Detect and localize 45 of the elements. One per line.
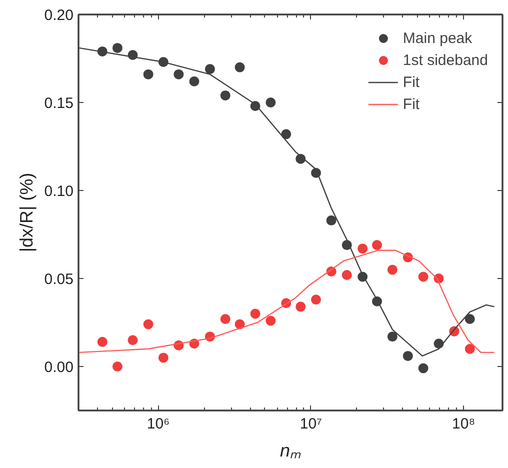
point	[418, 363, 428, 374]
point	[296, 302, 306, 312]
point	[358, 244, 368, 254]
x-axis-title: nₘ	[280, 440, 302, 460]
point	[311, 294, 322, 305]
point	[174, 69, 184, 80]
point	[418, 272, 428, 282]
point	[220, 90, 230, 100]
point	[158, 352, 168, 363]
point	[266, 98, 276, 108]
x-tick-label: 10⁶	[146, 416, 170, 432]
point	[97, 336, 108, 347]
point	[464, 314, 475, 324]
x-tick-label: 10⁸	[452, 416, 476, 432]
point	[266, 316, 276, 326]
point	[234, 62, 245, 72]
y-tick-label: 0.20	[44, 7, 74, 24]
point	[234, 319, 245, 330]
point	[143, 319, 154, 330]
point	[128, 335, 138, 346]
point	[281, 129, 292, 140]
point	[112, 362, 122, 372]
point	[250, 308, 260, 319]
point	[326, 215, 336, 226]
point	[342, 270, 352, 280]
point	[204, 64, 215, 74]
point	[402, 350, 413, 361]
legend-label: Fit	[402, 74, 421, 90]
point	[387, 332, 398, 342]
y-tick-label: 0.15	[44, 95, 74, 112]
y-tick-label: 0.05	[44, 271, 74, 288]
point	[143, 69, 154, 80]
x-tick-label: 10⁷	[300, 416, 322, 432]
point	[220, 314, 230, 324]
point	[189, 76, 200, 86]
legend-label: Main peak	[402, 30, 472, 46]
point	[464, 344, 475, 354]
point	[372, 240, 382, 250]
y-tick-label: 0.00	[44, 359, 74, 376]
legend-label: 1st sideband	[402, 52, 488, 68]
y-axis-title: |dx/R| (%)	[16, 172, 36, 252]
legend-label: Fit	[402, 96, 421, 112]
point	[112, 42, 122, 53]
y-tick-label: 0.10	[44, 183, 74, 200]
point	[387, 264, 398, 275]
